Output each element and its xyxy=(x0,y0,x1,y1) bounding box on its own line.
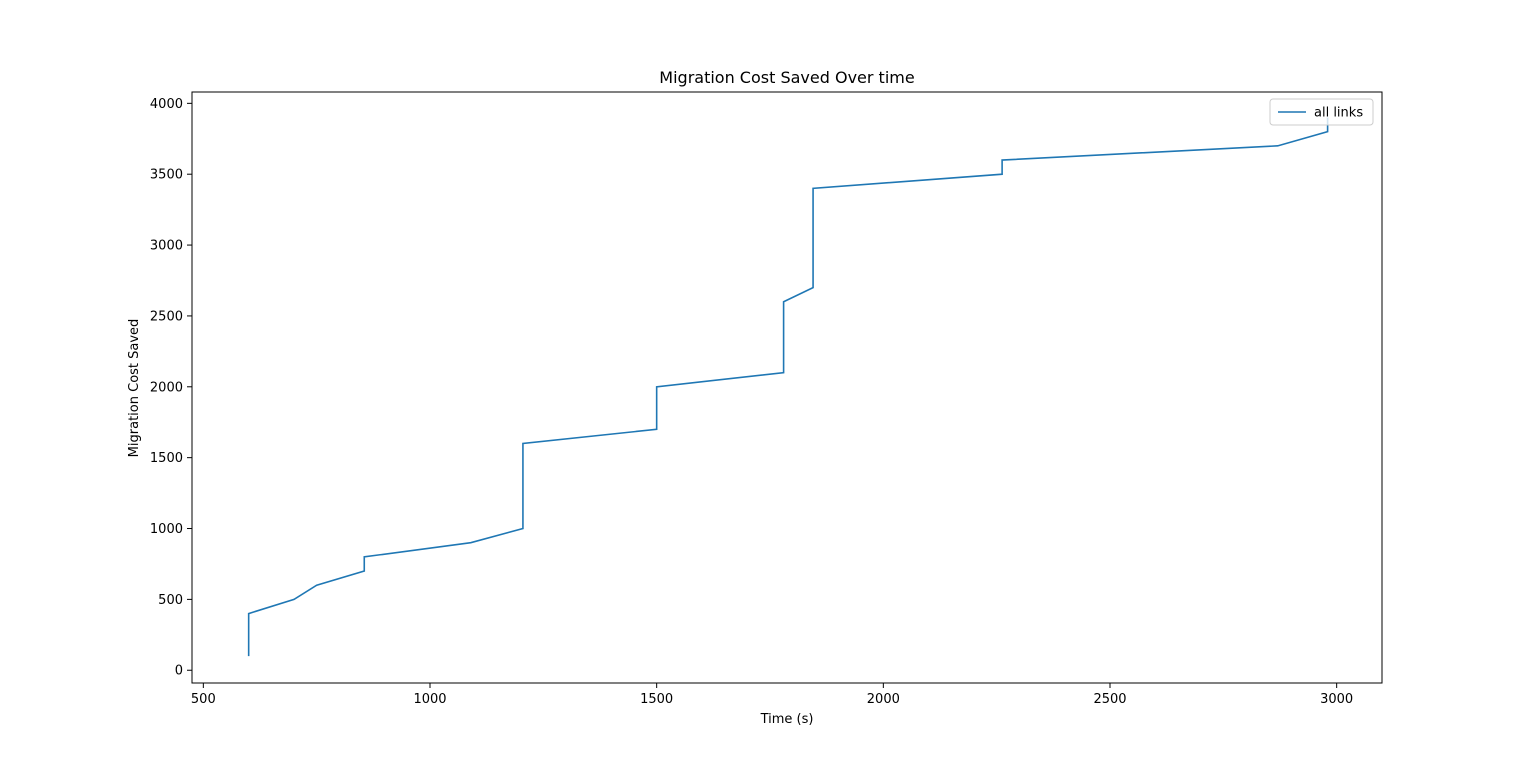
chart-title: Migration Cost Saved Over time xyxy=(659,68,914,87)
legend-box xyxy=(1269,98,1374,126)
plot-frame xyxy=(191,91,1383,684)
y-tick-label: 500 xyxy=(158,593,183,608)
legend-label: all links xyxy=(1314,106,1363,121)
y-tick-label: 1500 xyxy=(150,451,183,466)
x-tick-label: 1500 xyxy=(640,692,673,707)
x-tick-label: 1000 xyxy=(413,692,446,707)
y-tick-label: 0 xyxy=(175,664,183,679)
x-tick-label: 2000 xyxy=(867,692,900,707)
legend: all links xyxy=(1269,98,1374,126)
y-tick-label: 4000 xyxy=(150,97,183,112)
y-tick-label: 3500 xyxy=(150,168,183,183)
y-tick-label: 1000 xyxy=(150,522,183,537)
y-tick-label: 2500 xyxy=(150,309,183,324)
x-tick-label: 3000 xyxy=(1320,692,1353,707)
y-axis: 0 500 1000 1500 2000 2500 3000 3500 4000 xyxy=(150,97,192,679)
y-tick-label: 2000 xyxy=(150,380,183,395)
y-axis-title: Migration Cost Saved xyxy=(127,319,142,458)
x-tick-label: 2500 xyxy=(1093,692,1126,707)
plot-area xyxy=(247,117,1329,657)
y-tick-label: 3000 xyxy=(150,239,183,254)
x-axis-title: Time (s) xyxy=(760,712,814,727)
series-line xyxy=(247,117,1329,657)
x-tick-label: 500 xyxy=(191,692,216,707)
x-axis: 500 1000 1500 2000 2500 3000 xyxy=(191,683,1353,707)
